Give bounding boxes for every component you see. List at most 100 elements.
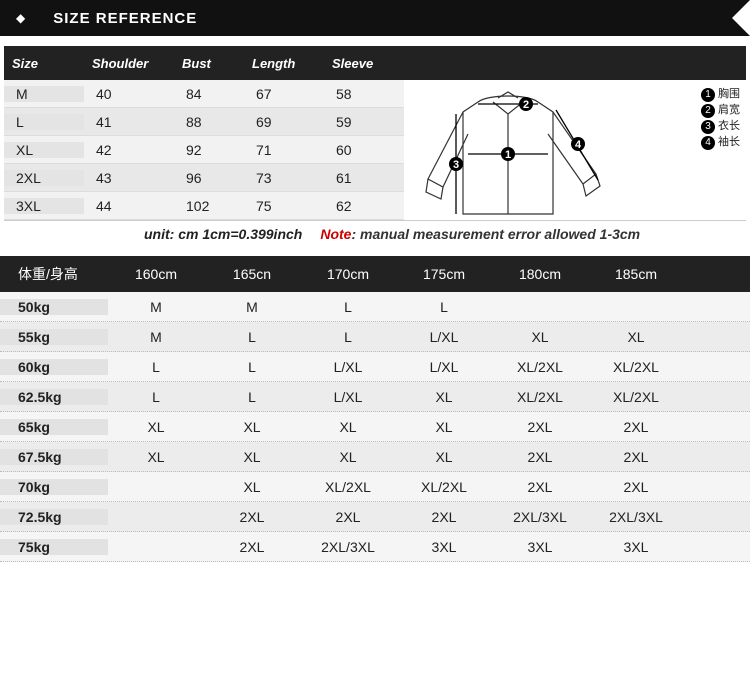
wh-weight-cell: 62.5kg (0, 389, 108, 405)
legend-item: 1胸围 (701, 86, 740, 102)
cell: 69 (244, 114, 324, 130)
cell: 75 (244, 198, 324, 214)
svg-text:4: 4 (575, 139, 582, 151)
wh-cell: M (204, 299, 300, 315)
wh-table-body: 50kgMMLL55kgMLLL/XLXLXL60kgLLL/XLL/XLXL/… (0, 292, 750, 562)
wh-cell: L (204, 359, 300, 375)
wh-row: 65kgXLXLXLXL2XL2XL (0, 412, 750, 442)
wh-row: 67.5kgXLXLXLXL2XL2XL (0, 442, 750, 472)
cell: 96 (174, 170, 244, 186)
cell: 43 (84, 170, 174, 186)
cell: 41 (84, 114, 174, 130)
cell: 60 (324, 142, 404, 158)
svg-text:2: 2 (523, 99, 529, 111)
size-table-body: M40846758L41886959XL429271602XL439673613… (4, 80, 404, 220)
wh-cell: 3XL (588, 539, 684, 555)
wh-row: 75kg2XL2XL/3XL3XL3XL3XL (0, 532, 750, 562)
col-shoulder: Shoulder (84, 56, 174, 71)
cell: 40 (84, 86, 174, 102)
cell: 59 (324, 114, 404, 130)
wh-cell: XL (108, 449, 204, 465)
wh-row: 62.5kgLLL/XLXLXL/2XLXL/2XL (0, 382, 750, 412)
wh-cell: 2XL (396, 509, 492, 525)
cell: L (4, 114, 84, 130)
wh-cell: 2XL/3XL (300, 539, 396, 555)
wh-cell: 2XL (588, 449, 684, 465)
wh-cell: 2XL (492, 479, 588, 495)
svg-text:3: 3 (453, 159, 459, 171)
note-body: : manual measurement error allowed 1-3cm (351, 226, 640, 242)
diagram-legend: 1胸围2肩宽3衣长4袖长 (701, 86, 740, 150)
wh-row: 70kgXLXL/2XLXL/2XL2XL2XL (0, 472, 750, 502)
size-table: Size Shoulder Bust Length Sleeve M408467… (0, 42, 750, 250)
wh-cell: 3XL (492, 539, 588, 555)
note-label: Note (320, 226, 351, 242)
cell: 58 (324, 86, 404, 102)
wh-cell: 2XL (588, 419, 684, 435)
wh-cell: L/XL (300, 389, 396, 405)
wh-cell: XL (300, 419, 396, 435)
wh-cell: 2XL (492, 419, 588, 435)
legend-item: 3衣长 (701, 118, 740, 134)
wh-cell: XL (204, 419, 300, 435)
wh-cell: L (204, 389, 300, 405)
wh-corner: 体重/身高 (0, 264, 108, 284)
wh-table-header: 体重/身高160cm165cn170cm175cm180cm185cm (0, 256, 750, 292)
cell: 102 (174, 198, 244, 214)
svg-text:1: 1 (505, 149, 511, 161)
diamond-icon: ◆ (16, 11, 25, 25)
wh-cell: L (300, 329, 396, 345)
wh-height-col: 180cm (492, 266, 588, 282)
cell: 62 (324, 198, 404, 214)
wh-cell: XL (396, 389, 492, 405)
wh-cell: L (300, 299, 396, 315)
wh-weight-cell: 60kg (0, 359, 108, 375)
wh-cell: XL (396, 449, 492, 465)
wh-cell: 2XL (204, 509, 300, 525)
wh-cell: XL (492, 329, 588, 345)
size-row: M40846758 (4, 80, 404, 108)
size-reference-banner: ◆ SIZE REFERENCE (0, 0, 750, 36)
wh-cell: L (108, 359, 204, 375)
shirt-diagram: 1 2 3 4 1胸围2肩宽3衣长4袖长 (404, 80, 746, 220)
wh-row: 72.5kg2XL2XL2XL2XL/3XL2XL/3XL (0, 502, 750, 532)
cell: 2XL (4, 170, 84, 186)
cell: 92 (174, 142, 244, 158)
wh-cell: 2XL (588, 479, 684, 495)
legend-item: 4袖长 (701, 134, 740, 150)
wh-cell: XL/2XL (396, 479, 492, 495)
unit-note-line: unit: cm 1cm=0.399inch Note : manual mea… (4, 220, 746, 246)
wh-cell: XL (300, 449, 396, 465)
wh-weight-cell: 67.5kg (0, 449, 108, 465)
wh-cell: M (108, 299, 204, 315)
wh-cell: L (204, 329, 300, 345)
cell: 42 (84, 142, 174, 158)
wh-weight-cell: 75kg (0, 539, 108, 555)
wh-height-col: 175cm (396, 266, 492, 282)
cell: 3XL (4, 198, 84, 214)
wh-row: 55kgMLLL/XLXLXL (0, 322, 750, 352)
size-row: L41886959 (4, 108, 404, 136)
size-row: 3XL441027562 (4, 192, 404, 220)
wh-cell: L/XL (396, 329, 492, 345)
col-sleeve: Sleeve (324, 56, 404, 71)
unit-label: unit: cm 1cm=0.399inch (144, 226, 302, 242)
wh-cell: XL/2XL (492, 359, 588, 375)
cell: M (4, 86, 84, 102)
wh-height-col: 160cm (108, 266, 204, 282)
wh-cell: XL/2XL (588, 389, 684, 405)
wh-weight-cell: 70kg (0, 479, 108, 495)
cell: XL (4, 142, 84, 158)
wh-cell: XL (204, 449, 300, 465)
wh-row: 60kgLLL/XLL/XLXL/2XLXL/2XL (0, 352, 750, 382)
wh-cell: 2XL/3XL (588, 509, 684, 525)
wh-cell: 2XL (300, 509, 396, 525)
wh-weight-cell: 50kg (0, 299, 108, 315)
legend-item: 2肩宽 (701, 102, 740, 118)
wh-weight-cell: 72.5kg (0, 509, 108, 525)
wh-cell: XL/2XL (300, 479, 396, 495)
wh-height-col: 170cm (300, 266, 396, 282)
cell: 71 (244, 142, 324, 158)
wh-cell: L (108, 389, 204, 405)
cell: 61 (324, 170, 404, 186)
